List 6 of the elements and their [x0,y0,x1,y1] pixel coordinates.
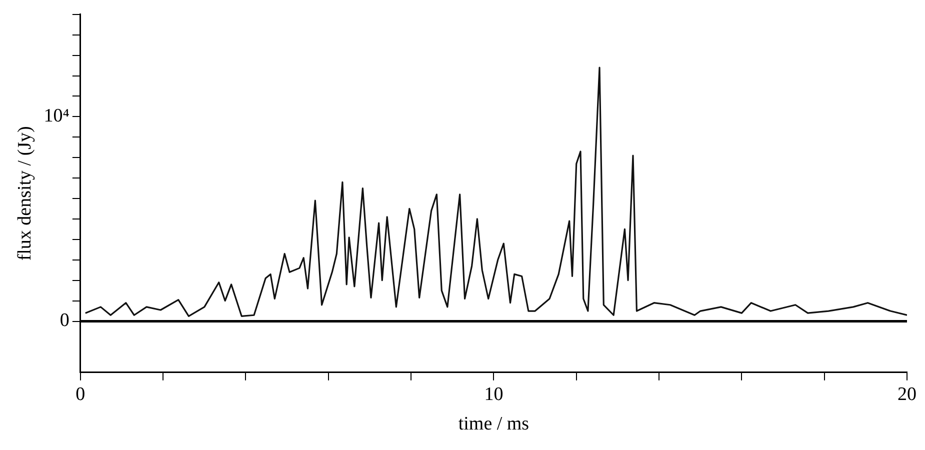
x-tick-label: 20 [898,384,916,405]
x-tick-label: 0 [76,384,86,405]
x-tick-label: 10 [484,384,504,405]
y-tick-label: 10⁴ [44,106,70,127]
y-axis-title: flux density / (Jy) [14,126,36,261]
x-axis-title: time / ms [458,414,530,435]
